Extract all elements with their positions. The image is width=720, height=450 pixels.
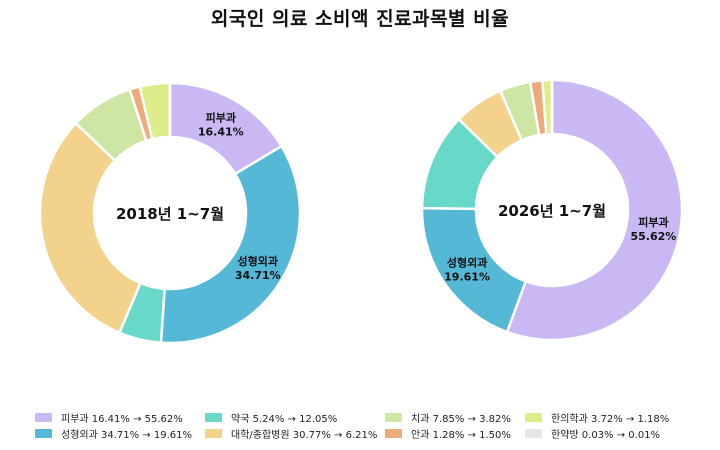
donut-slice-피부과 — [505, 78, 684, 342]
donut-chart-2018: 2018년 1~7월 피부과 16.41% 성형외과 34.71% — [38, 81, 302, 345]
legend-item-한약방: 한약방 0.03% → 0.01% — [525, 426, 660, 441]
legend-swatch — [385, 413, 402, 422]
legend-item-치과: 치과 7.85% → 3.82% — [385, 410, 511, 425]
legend: 피부과 16.41% → 55.62% 성형외과 34.71% → 19.61% 약… — [35, 410, 715, 444]
donut-center-label: 2018년 1~7월 — [116, 205, 224, 223]
legend-swatch — [525, 429, 542, 438]
legend-item-피부과: 피부과 16.41% → 55.62% — [35, 410, 183, 425]
slice-label-성형외과: 성형외과 19.61% — [444, 255, 490, 283]
slice-label-성형외과: 성형외과 34.71% — [235, 254, 281, 282]
legend-label: 안과 1.28% → 1.50% — [411, 430, 511, 441]
chart-title: 외국인 의료 소비액 진료과목별 비율 — [210, 8, 510, 30]
legend-label: 성형외과 34.71% → 19.61% — [61, 430, 192, 441]
donut-slice-성형외과 — [159, 144, 302, 345]
legend-label: 피부과 16.41% → 55.62% — [61, 414, 183, 425]
legend-item-대학-종합병원: 대학/종합병원 30.77% → 6.21% — [205, 426, 377, 441]
legend-swatch — [525, 413, 542, 422]
legend-swatch — [35, 429, 52, 438]
slice-label-피부과: 피부과 16.41% — [198, 110, 244, 138]
legend-swatch — [205, 413, 222, 422]
legend-item-안과: 안과 1.28% → 1.50% — [385, 426, 511, 441]
donut-slice-대학-종합병원 — [38, 121, 143, 335]
legend-item-성형외과: 성형외과 34.71% → 19.61% — [35, 426, 192, 441]
legend-swatch — [205, 429, 222, 438]
legend-label: 한약방 0.03% → 0.01% — [551, 430, 661, 441]
legend-label: 치과 7.85% → 3.82% — [411, 414, 511, 425]
legend-swatch — [385, 429, 402, 438]
legend-item-한의학과: 한의학과 3.72% → 1.18% — [525, 410, 669, 425]
legend-swatch — [35, 413, 52, 422]
donut-center-label: 2026년 1~7월 — [498, 202, 606, 220]
slice-label-피부과: 피부과 55.62% — [630, 215, 676, 243]
legend-label: 대학/종합병원 30.77% → 6.21% — [231, 430, 378, 441]
legend-item-약국: 약국 5.24% → 12.05% — [205, 410, 337, 425]
legend-label: 한의학과 3.72% → 1.18% — [551, 414, 670, 425]
legend-label: 약국 5.24% → 12.05% — [231, 414, 338, 425]
